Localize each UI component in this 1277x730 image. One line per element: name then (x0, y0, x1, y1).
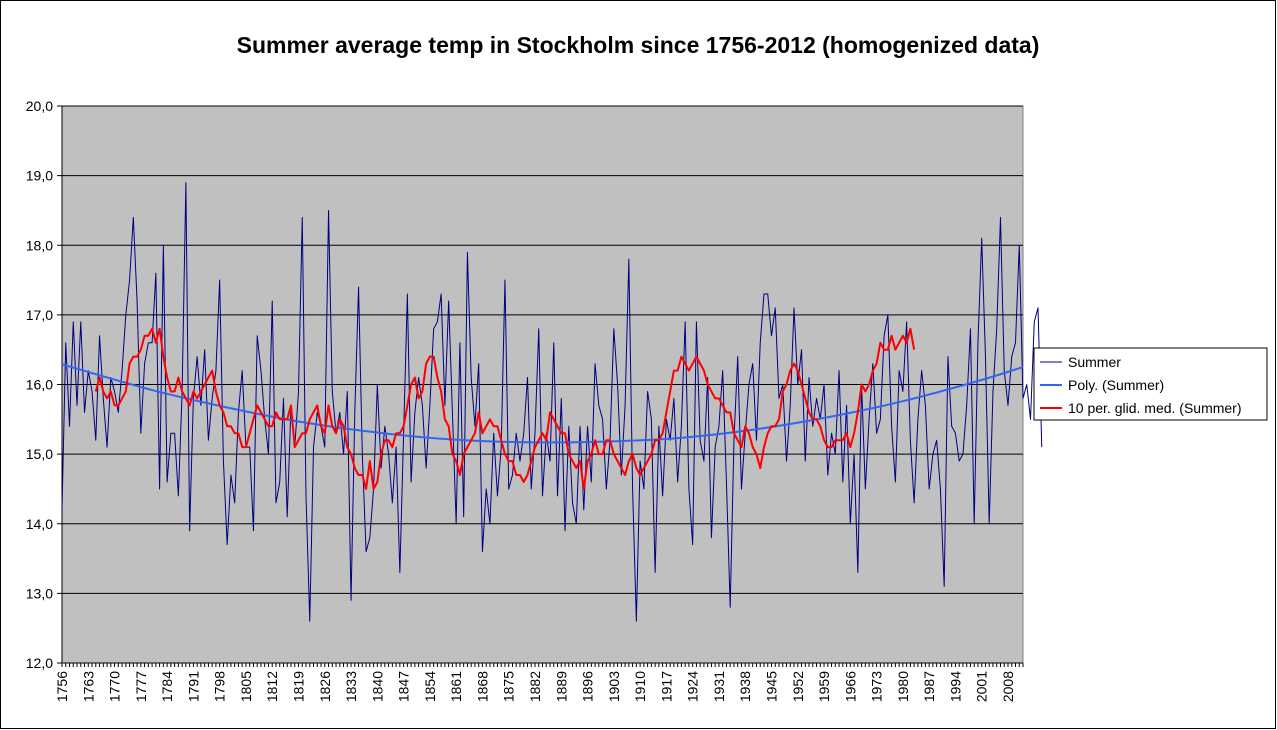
x-tick-label: 1882 (527, 671, 543, 702)
legend-box (1033, 347, 1268, 421)
x-tick-label: 1868 (474, 671, 490, 702)
x-tick-label: 1931 (711, 671, 727, 702)
x-tick-label: 1784 (159, 671, 175, 702)
x-tick-label: 1973 (869, 671, 885, 702)
x-tick-label: 1770 (107, 671, 123, 702)
x-tick-label: 1903 (606, 671, 622, 702)
x-tick-label: 1819 (290, 671, 306, 702)
x-tick-label: 1966 (842, 671, 858, 702)
x-tick-label: 1945 (763, 671, 779, 702)
series-moving-avg-line (94, 327, 916, 490)
x-tick-label: 1959 (816, 671, 832, 702)
x-tick-label: 1826 (317, 671, 333, 702)
x-tick-label: 1875 (501, 671, 517, 702)
y-tick-label: 14,0 (26, 516, 53, 532)
legend-poly-label: Poly. (Summer) (1068, 377, 1164, 393)
y-axis-ticks: 12,0 13,0 14,0 15,0 16,0 17,0 18,0 19,0 20,0 (26, 98, 63, 671)
x-tick-label: 1917 (658, 671, 674, 702)
x-tick-label: 2001 (974, 671, 990, 702)
x-tick-label: 1756 (54, 671, 70, 702)
grid-lines (62, 105, 1023, 594)
x-tick-label: 1798 (212, 671, 228, 702)
x-tick-label: 1980 (895, 671, 911, 702)
series-poly-line (61, 363, 1024, 444)
legend: Summer Poly. (Summer) 10 per. glid. med.… (1033, 347, 1268, 421)
x-tick-label: 1777 (133, 671, 149, 702)
x-tick-label: 1952 (790, 671, 806, 702)
x-tick-label: 1987 (921, 671, 937, 702)
x-tick-label: 1924 (685, 671, 701, 702)
y-tick-label: 20,0 (26, 98, 53, 114)
y-tick-label: 16,0 (26, 377, 53, 393)
series-summer-line (61, 182, 1043, 622)
y-tick-label: 15,0 (26, 446, 53, 462)
x-tick-label: 1833 (343, 671, 359, 702)
legend-summer-label: Summer (1068, 354, 1121, 370)
x-tick-label: 1910 (632, 671, 648, 702)
y-tick-label: 17,0 (26, 307, 53, 323)
y-tick-label: 13,0 (26, 585, 53, 601)
x-tick-label: 1896 (580, 671, 596, 702)
x-tick-label: 1861 (448, 671, 464, 702)
series-layer (61, 182, 1043, 622)
x-tick-label: 1805 (238, 671, 254, 702)
x-tick-label: 1840 (369, 671, 385, 702)
x-tick-label: 1854 (422, 671, 438, 702)
x-tick-label: 1847 (396, 671, 412, 702)
legend-moving-avg-label: 10 per. glid. med. (Summer) (1068, 400, 1242, 416)
x-tick-label: 1812 (264, 671, 280, 702)
y-tick-label: 18,0 (26, 237, 53, 253)
x-tick-label: 1791 (185, 671, 201, 702)
x-tick-label: 1763 (80, 671, 96, 702)
x-axis-ticks: 1756 1763 1770 1777 1784 1791 1798 1805 1812 1819… (54, 662, 1024, 702)
y-tick-label: 12,0 (26, 655, 53, 671)
x-tick-label: 1889 (553, 671, 569, 702)
y-tick-label: 19,0 (26, 168, 53, 184)
chart-title: Summer average temp in Stockholm since 1… (237, 32, 1040, 58)
x-tick-label: 1938 (737, 671, 753, 702)
x-tick-label: 1994 (947, 671, 963, 702)
x-tick-label: 2008 (1000, 671, 1016, 702)
